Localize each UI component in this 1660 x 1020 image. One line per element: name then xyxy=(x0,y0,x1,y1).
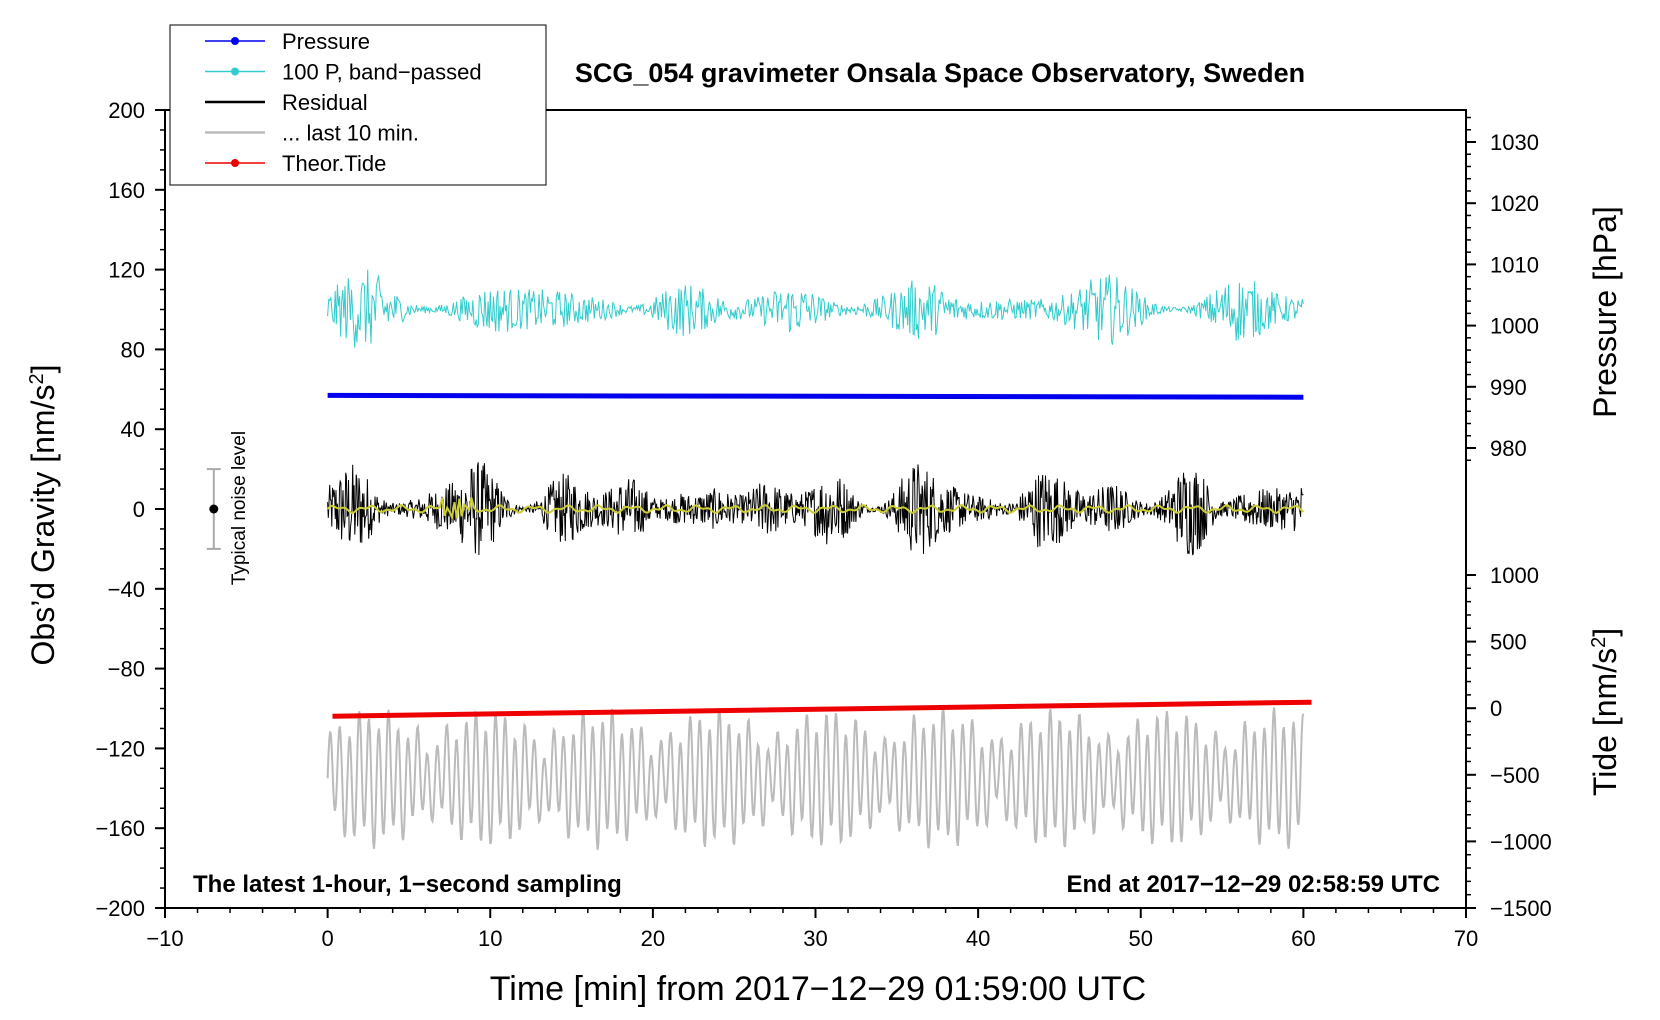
y-tick-label: −160 xyxy=(95,816,145,841)
x-tick-label: 60 xyxy=(1291,926,1315,951)
annotation-bottom-right: End at 2017−12−29 02:58:59 UTC xyxy=(1066,871,1440,898)
noise-bar-dot xyxy=(209,504,219,514)
annotation-bottom-left: The latest 1-hour, 1−second sampling xyxy=(193,871,622,898)
legend-label: ... last 10 min. xyxy=(282,121,419,146)
tide-tick-label: −500 xyxy=(1490,763,1540,788)
legend-marker xyxy=(231,67,239,76)
x-tick-label: 20 xyxy=(641,926,665,951)
legend-box xyxy=(169,24,547,186)
tide-tick-label: −1500 xyxy=(1490,896,1552,921)
legend: Pressure 100 P, band−passed Residual ... la… xyxy=(169,24,547,186)
x-tick-label: −10 xyxy=(146,926,183,951)
chart-title: SCG_054 gravimeter Onsala Space Observat… xyxy=(575,58,1305,88)
legend-label: Theor.Tide xyxy=(282,151,386,176)
y-tick-label: 160 xyxy=(108,178,145,203)
pressure-tick-label: 1020 xyxy=(1490,191,1539,216)
legend-marker xyxy=(231,159,239,167)
x-tick-label: 10 xyxy=(478,926,502,951)
noise-bar: Typical noise level xyxy=(206,431,250,585)
series-residual-smoothed xyxy=(326,497,1305,521)
x-tick-label: 70 xyxy=(1454,926,1478,951)
y-tick-label: −120 xyxy=(95,736,145,761)
noise-bar-label: Typical noise level xyxy=(229,431,250,585)
legend-marker xyxy=(231,37,239,45)
x-axis-label: Time [min] from 2017−12−29 01:59:00 UTC xyxy=(490,970,1146,1008)
tide-tick-label: 500 xyxy=(1490,630,1527,655)
series-band-passed xyxy=(327,269,1304,348)
series-theor-tide xyxy=(332,699,1312,719)
legend-label: Pressure xyxy=(282,29,370,54)
y-axis-label-tide: Tide [nm/s2] xyxy=(1587,628,1623,796)
pressure-tick-label: 1030 xyxy=(1490,130,1539,155)
y-tick-label: −80 xyxy=(108,657,145,682)
y-tick-label: 120 xyxy=(108,258,145,283)
tide-tick-label: −1000 xyxy=(1490,829,1552,854)
x-tick-label: 0 xyxy=(322,926,334,951)
x-tick-label: 40 xyxy=(966,926,990,951)
legend-label: 100 P, band−passed xyxy=(282,60,482,85)
tide-tick-label: 1000 xyxy=(1490,563,1539,588)
y-tick-label: 80 xyxy=(121,337,145,362)
series-residual xyxy=(327,462,1304,556)
y-axis-label-left: Obs’d Gravity [nm/s2] xyxy=(25,365,61,666)
series-pressure xyxy=(327,392,1304,400)
y-tick-label: 0 xyxy=(133,497,145,522)
y-tick-label: −40 xyxy=(108,577,145,602)
axes-layer: −10 0 10 20 30 40 50 60 7020016012080400−40−80−1… xyxy=(95,98,1551,951)
y-axis-label-pressure: Pressure [hPa] xyxy=(1587,206,1623,418)
pressure-tick-label: 1010 xyxy=(1490,252,1539,277)
series-last-10-min xyxy=(326,706,1305,850)
legend-label: Residual xyxy=(282,90,368,115)
x-tick-label: 50 xyxy=(1129,926,1153,951)
x-tick-label: 30 xyxy=(803,926,827,951)
series-layer xyxy=(326,269,1312,850)
pressure-tick-label: 990 xyxy=(1490,375,1527,400)
y-tick-label: 200 xyxy=(108,98,145,123)
y-tick-label: 40 xyxy=(121,417,145,442)
pressure-tick-label: 1000 xyxy=(1490,314,1539,339)
tide-tick-label: 0 xyxy=(1490,696,1502,721)
pressure-tick-label: 980 xyxy=(1490,436,1527,461)
y-tick-label: −200 xyxy=(95,896,145,921)
